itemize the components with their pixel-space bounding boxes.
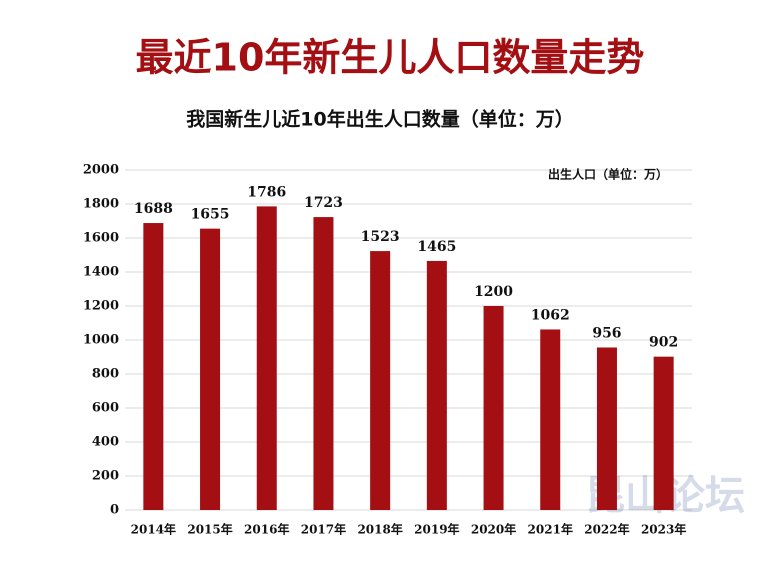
y-tick-label: 200 xyxy=(92,469,119,484)
value-label: 902 xyxy=(649,335,678,351)
x-tick-label: 2014年 xyxy=(131,522,176,537)
value-label: 1465 xyxy=(417,239,456,255)
y-tick-label: 0 xyxy=(110,503,119,518)
y-tick-label: 600 xyxy=(92,401,119,416)
value-label: 1723 xyxy=(304,195,343,211)
x-tick-label: 2021年 xyxy=(528,522,573,537)
value-label: 1062 xyxy=(531,307,570,323)
x-tick-label: 2022年 xyxy=(584,522,629,537)
y-tick-label: 2000 xyxy=(83,163,119,178)
bar xyxy=(313,217,334,510)
y-tick-label: 1000 xyxy=(83,333,119,348)
value-label: 1655 xyxy=(191,207,230,223)
bar xyxy=(540,329,561,510)
x-tick-label: 2020年 xyxy=(471,522,516,537)
value-label: 1688 xyxy=(134,201,173,217)
chart-title: 最近10年新生儿人口数量走势 xyxy=(136,36,645,80)
bar xyxy=(370,251,391,510)
bar xyxy=(143,223,164,511)
y-tick-label: 1200 xyxy=(83,299,119,314)
y-tick-label: 1800 xyxy=(83,197,119,212)
x-tick-label: 2019年 xyxy=(414,522,459,537)
y-tick-label: 800 xyxy=(92,367,119,382)
value-label: 1523 xyxy=(361,229,400,245)
y-tick-label: 1400 xyxy=(83,265,119,280)
value-label: 1200 xyxy=(474,284,513,300)
x-tick-label: 2023年 xyxy=(641,522,686,537)
bar xyxy=(653,356,674,510)
chart-subtitle: 我国新生儿近10年出生人口数量（单位：万） xyxy=(186,108,573,131)
bar xyxy=(426,260,447,510)
legend-label: 出生人口（单位：万） xyxy=(548,167,668,182)
bar xyxy=(483,306,504,510)
x-tick-label: 2016年 xyxy=(244,522,289,537)
bar xyxy=(256,206,277,510)
value-label: 956 xyxy=(592,325,621,341)
bar xyxy=(596,347,617,510)
y-tick-label: 1600 xyxy=(83,231,119,246)
x-tick-label: 2017年 xyxy=(301,522,346,537)
value-label: 1786 xyxy=(247,184,286,200)
bar xyxy=(200,228,221,510)
x-tick-label: 2015年 xyxy=(187,522,232,537)
x-tick-label: 2018年 xyxy=(357,522,402,537)
y-tick-label: 400 xyxy=(92,435,119,450)
